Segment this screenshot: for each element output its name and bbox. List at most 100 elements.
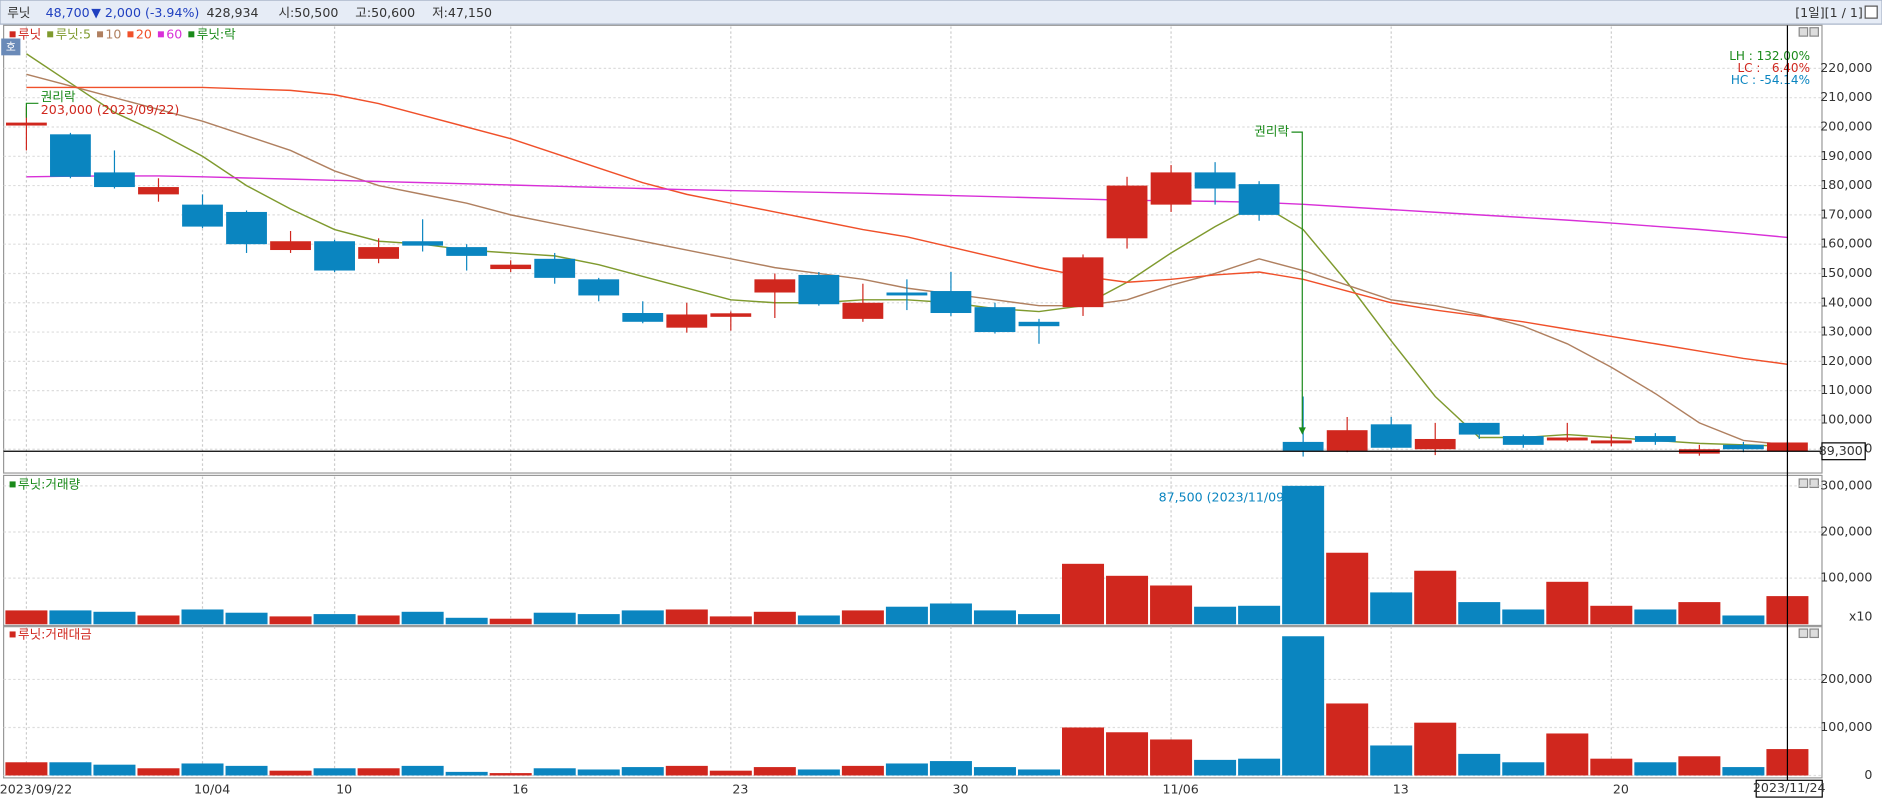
legend-swatch xyxy=(188,31,195,38)
price-panel xyxy=(3,24,1823,474)
candle-body xyxy=(754,279,796,293)
high: 고:50,600 xyxy=(355,5,415,20)
y-tick-label: 200,000 xyxy=(1820,523,1872,538)
bar xyxy=(1678,756,1721,776)
legend-swatch xyxy=(127,31,134,38)
bar xyxy=(885,606,928,625)
bar xyxy=(357,768,400,776)
bar xyxy=(49,610,92,625)
bar xyxy=(797,615,840,625)
bar xyxy=(93,611,136,625)
candle-body xyxy=(314,241,355,271)
bar xyxy=(1194,759,1237,776)
stat-label: LC : 6.40% xyxy=(1737,61,1809,75)
period[interactable]: [1일][1 / 1] xyxy=(1795,5,1863,20)
bar xyxy=(577,614,620,625)
bar xyxy=(1590,758,1633,776)
bar xyxy=(841,765,884,776)
bar xyxy=(973,767,1016,776)
cursor-date-box xyxy=(1755,779,1823,798)
bar xyxy=(885,763,928,776)
panel-button[interactable] xyxy=(1809,628,1819,639)
bar xyxy=(577,769,620,776)
candle-body xyxy=(446,247,488,256)
candle-body xyxy=(622,313,664,322)
y-tick-label: 220,000 xyxy=(1820,60,1872,75)
candle-body xyxy=(358,247,400,259)
arrow-head xyxy=(1298,427,1306,435)
candle-body xyxy=(710,313,752,317)
y-tick-label: 0 xyxy=(1864,767,1872,782)
bar xyxy=(225,612,268,625)
candle-body xyxy=(1590,440,1632,444)
panel-button[interactable] xyxy=(1798,628,1809,639)
bar xyxy=(709,616,752,625)
y-tick-label: 120,000 xyxy=(1820,353,1872,368)
candle-body xyxy=(1414,438,1456,450)
candle-body xyxy=(1722,444,1764,450)
bar xyxy=(489,773,532,776)
bar xyxy=(797,769,840,776)
candle-body xyxy=(1150,172,1192,205)
candle-body xyxy=(578,279,620,296)
y-tick-label: 130,000 xyxy=(1820,324,1872,339)
bar xyxy=(1678,602,1721,625)
bar xyxy=(5,762,48,776)
legend-label: 10 xyxy=(105,26,121,41)
candle-body xyxy=(270,241,311,251)
bar xyxy=(533,768,576,776)
bar xyxy=(93,764,136,776)
candle-body xyxy=(138,187,179,195)
y-tick-label: 200,000 xyxy=(1820,671,1872,686)
bar xyxy=(709,770,752,776)
panel-button[interactable] xyxy=(1809,478,1819,489)
price: 48,700 xyxy=(46,5,90,20)
low: 저:47,150 xyxy=(432,5,492,20)
bar xyxy=(1194,606,1237,625)
last-price-label: 89,300 xyxy=(1819,443,1863,458)
bar xyxy=(313,768,356,776)
x-tick-label: 23 xyxy=(732,781,748,796)
y-tick-label: 150,000 xyxy=(1820,265,1872,280)
candle-body xyxy=(534,258,576,278)
candle-body xyxy=(1502,436,1544,445)
mode-button[interactable] xyxy=(1,38,21,56)
panel-button[interactable] xyxy=(1798,27,1809,37)
candle-body xyxy=(1634,436,1676,442)
bar xyxy=(181,763,224,776)
candle-body xyxy=(1458,422,1500,435)
y-tick-label: 200,000 xyxy=(1820,118,1872,133)
stat-label: HC : -54.14% xyxy=(1731,73,1810,87)
y-tick-label: 100,000 xyxy=(1820,411,1872,426)
x-tick-label: 11/06 xyxy=(1163,781,1199,796)
candle-body xyxy=(886,292,928,296)
x-tick-label: 10 xyxy=(336,781,352,796)
legend-swatch xyxy=(97,31,104,38)
bar xyxy=(665,609,708,625)
y-tick-label: 180,000 xyxy=(1820,177,1872,192)
bar xyxy=(621,767,664,776)
bar xyxy=(445,771,488,776)
bar xyxy=(533,612,576,625)
panel-button[interactable] xyxy=(1809,27,1819,37)
y-tick-label: 100,000 xyxy=(1820,570,1872,585)
bar xyxy=(49,762,92,776)
bar xyxy=(1062,727,1105,776)
bar xyxy=(1722,767,1765,776)
candle-body xyxy=(1194,172,1236,189)
candle-body xyxy=(1106,185,1148,239)
candle-body xyxy=(666,314,708,328)
y-tick-label: 300,000 xyxy=(1820,477,1872,492)
bar xyxy=(841,610,884,625)
legend-swatch xyxy=(157,31,164,38)
bar xyxy=(137,615,180,625)
mode-label: 호 xyxy=(6,41,16,54)
bar xyxy=(489,618,532,625)
panel-button[interactable] xyxy=(1798,478,1809,489)
candle-body xyxy=(1238,184,1280,215)
window-button[interactable] xyxy=(1864,5,1878,19)
value-panel xyxy=(3,626,1823,779)
y-tick-label: 170,000 xyxy=(1820,206,1872,221)
candle-body xyxy=(1326,430,1368,451)
